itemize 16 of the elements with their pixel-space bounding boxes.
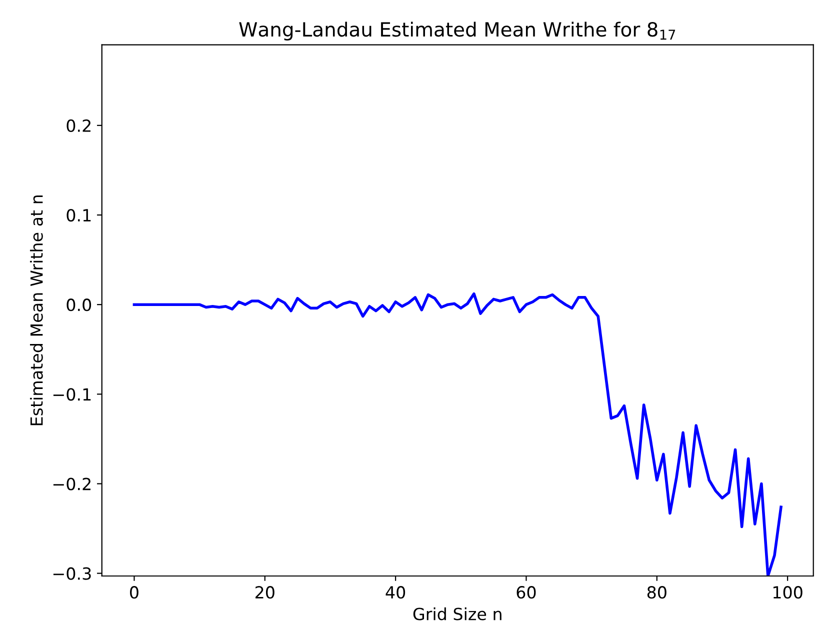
x-tick-label: 100 [773,586,802,599]
x-tick-label: 0 [130,586,138,599]
x-tick-label: 80 [647,586,666,599]
y-tick-label: −0.3 [53,567,91,580]
x-tick-label: 20 [256,586,274,599]
y-tick-label: −0.2 [53,478,90,490]
y-tick-label: 0.2 [66,119,90,132]
line-series [132,292,782,576]
x-tick-label: 60 [516,586,536,599]
chart-title: Wang-Landau Estimated Mean Writhe for 8$_{17}$ [239,22,676,41]
y-tick-label: 0.0 [66,298,92,312]
y-axis-title: Estimated Mean Writhe at n [30,195,43,426]
x-tick-label: 40 [386,586,406,599]
x-axis-title: Grid Size n [413,607,502,620]
y-tick-label: 0.1 [66,208,91,222]
y-tick-label: −0.1 [53,388,91,401]
